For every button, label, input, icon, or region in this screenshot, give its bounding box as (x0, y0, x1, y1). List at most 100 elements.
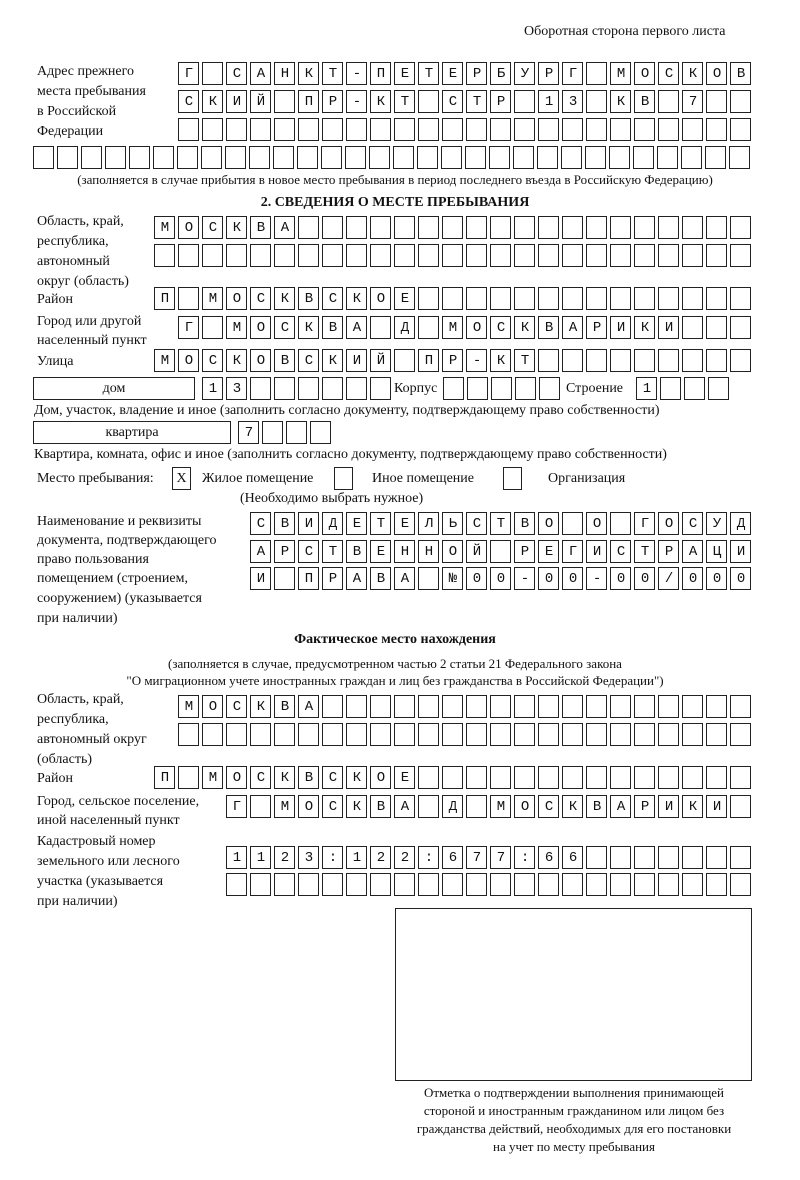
char-cell[interactable] (298, 795, 319, 818)
char-cell[interactable] (394, 873, 415, 896)
char-cell[interactable] (274, 723, 295, 746)
char-cell[interactable] (298, 567, 319, 590)
char-cell[interactable] (418, 873, 439, 896)
char-cell[interactable] (634, 244, 655, 267)
char-cell[interactable] (610, 723, 631, 746)
char-cell[interactable] (298, 723, 319, 746)
char-cell[interactable] (514, 846, 535, 869)
char-cell[interactable] (154, 244, 175, 267)
char-cell[interactable] (514, 795, 535, 818)
char-cell[interactable] (418, 723, 439, 746)
char-cell[interactable] (730, 90, 751, 113)
char-cell[interactable] (346, 695, 367, 718)
char-cell[interactable] (154, 349, 175, 372)
char-cell[interactable] (706, 695, 727, 718)
char-cell[interactable] (730, 512, 751, 535)
char-cell[interactable] (636, 377, 657, 400)
char-cell[interactable] (418, 62, 439, 85)
char-cell[interactable] (682, 90, 703, 113)
char-cell[interactable] (562, 695, 583, 718)
char-cell[interactable] (706, 118, 727, 141)
char-cell[interactable] (682, 349, 703, 372)
place-checkbox-residential[interactable]: X (172, 467, 191, 490)
char-cell[interactable] (274, 377, 295, 400)
char-cell[interactable] (538, 540, 559, 563)
char-cell[interactable] (226, 723, 247, 746)
char-cell[interactable] (730, 873, 751, 896)
char-cell[interactable] (226, 873, 247, 896)
char-cell[interactable] (610, 216, 631, 239)
char-cell[interactable] (490, 349, 511, 372)
char-cell[interactable] (418, 90, 439, 113)
char-cell[interactable] (658, 349, 679, 372)
char-cell[interactable] (466, 846, 487, 869)
char-cell[interactable] (57, 146, 78, 169)
char-cell[interactable] (490, 118, 511, 141)
char-cell[interactable] (586, 567, 607, 590)
char-cell[interactable] (708, 377, 729, 400)
char-cell[interactable] (562, 216, 583, 239)
char-cell[interactable] (634, 723, 655, 746)
char-cell[interactable] (658, 316, 679, 339)
char-cell[interactable] (418, 766, 439, 789)
char-cell[interactable] (586, 349, 607, 372)
char-cell[interactable] (250, 766, 271, 789)
char-cell[interactable] (586, 873, 607, 896)
char-cell[interactable] (562, 349, 583, 372)
char-cell[interactable] (490, 287, 511, 310)
char-cell[interactable] (370, 795, 391, 818)
char-cell[interactable] (250, 316, 271, 339)
char-cell[interactable] (586, 216, 607, 239)
char-cell[interactable] (202, 316, 223, 339)
char-cell[interactable] (202, 377, 223, 400)
char-cell[interactable] (610, 62, 631, 85)
char-cell[interactable] (634, 90, 655, 113)
char-cell[interactable] (442, 695, 463, 718)
char-cell[interactable] (226, 795, 247, 818)
char-cell[interactable] (729, 146, 750, 169)
char-cell[interactable] (706, 316, 727, 339)
char-cell[interactable] (226, 766, 247, 789)
char-cell[interactable] (226, 244, 247, 267)
char-cell[interactable] (539, 377, 560, 400)
char-cell[interactable] (586, 766, 607, 789)
char-cell[interactable] (586, 723, 607, 746)
char-cell[interactable] (274, 287, 295, 310)
char-cell[interactable] (346, 118, 367, 141)
char-cell[interactable] (490, 873, 511, 896)
char-cell[interactable] (490, 316, 511, 339)
char-cell[interactable] (153, 146, 174, 169)
char-cell[interactable] (657, 146, 678, 169)
char-cell[interactable] (370, 567, 391, 590)
char-cell[interactable] (274, 766, 295, 789)
char-cell[interactable] (586, 90, 607, 113)
char-cell[interactable] (322, 795, 343, 818)
char-cell[interactable] (81, 146, 102, 169)
char-cell[interactable] (442, 873, 463, 896)
char-cell[interactable] (298, 695, 319, 718)
char-cell[interactable] (322, 244, 343, 267)
char-cell[interactable] (682, 244, 703, 267)
char-cell[interactable] (562, 873, 583, 896)
char-cell[interactable] (706, 244, 727, 267)
char-cell[interactable] (298, 540, 319, 563)
char-cell[interactable] (586, 540, 607, 563)
char-cell[interactable] (442, 512, 463, 535)
char-cell[interactable] (250, 62, 271, 85)
char-cell[interactable] (178, 287, 199, 310)
char-cell[interactable] (129, 146, 150, 169)
char-cell[interactable] (346, 316, 367, 339)
char-cell[interactable] (202, 244, 223, 267)
char-cell[interactable] (538, 244, 559, 267)
char-cell[interactable] (562, 540, 583, 563)
char-cell[interactable] (562, 118, 583, 141)
char-cell[interactable] (684, 377, 705, 400)
char-cell[interactable] (730, 695, 751, 718)
char-cell[interactable] (250, 695, 271, 718)
char-cell[interactable] (538, 567, 559, 590)
char-cell[interactable] (345, 146, 366, 169)
char-cell[interactable] (346, 90, 367, 113)
char-cell[interactable] (682, 695, 703, 718)
char-cell[interactable] (346, 567, 367, 590)
char-cell[interactable] (250, 846, 271, 869)
